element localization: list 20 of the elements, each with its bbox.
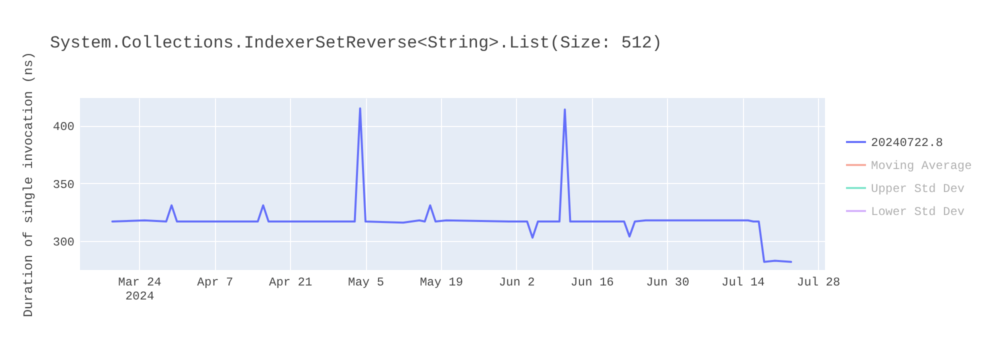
y-tick-label: 300 — [52, 236, 74, 250]
x-tick-label: Apr 7 — [197, 276, 234, 290]
x-tick-label: Jul 14 — [722, 276, 765, 290]
legend-label: 20240722.8 — [871, 136, 944, 150]
legend-label: Lower Std Dev — [871, 205, 965, 219]
x-tick-label: Mar 24 2024 — [118, 276, 162, 304]
x-tick-label: Jun 16 — [570, 276, 614, 290]
chart-title: System.Collections.IndexerSetReverse<String>.List(Size: 512) — [50, 34, 662, 54]
legend-label: Moving Average — [871, 159, 972, 173]
legend-label: Upper Std Dev — [871, 182, 965, 196]
x-tick-label: Apr 21 — [268, 276, 312, 290]
x-tick-label: Jun 2 — [498, 276, 535, 290]
x-tick-label: Jun 30 — [646, 276, 690, 290]
line-series — [111, 107, 792, 263]
y-tick-label: 350 — [52, 178, 74, 192]
x-tick-label: Jul 28 — [796, 276, 840, 290]
y-tick-label: 400 — [52, 120, 74, 134]
x-tick-label: May 19 — [420, 276, 464, 290]
x-tick-label: May 5 — [348, 276, 384, 290]
y-axis-title: Duration of single invocation (ns) — [20, 52, 36, 318]
